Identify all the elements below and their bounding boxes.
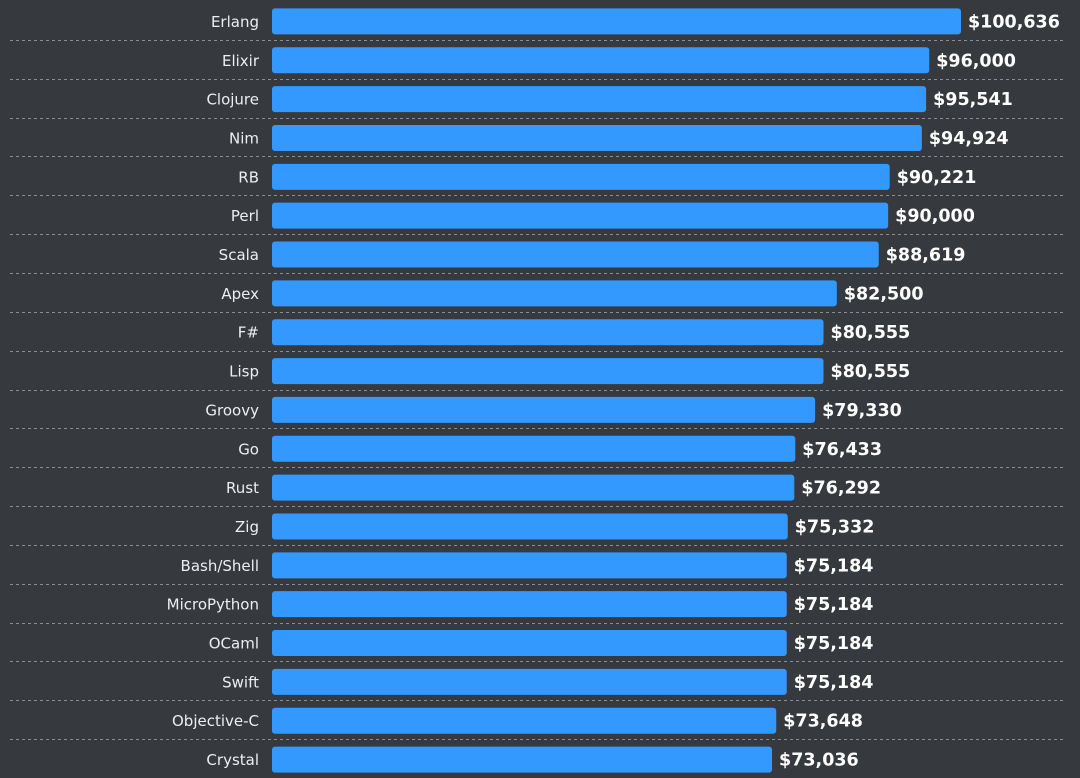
bar-bash-shell xyxy=(272,552,787,579)
value-label-perl: $90,000 xyxy=(895,207,975,227)
category-label-objective-c: Objective-C xyxy=(172,712,259,730)
value-label-nim: $94,924 xyxy=(929,129,1009,149)
category-label-f: F# xyxy=(238,324,259,342)
category-label-ocaml: OCaml xyxy=(209,635,259,653)
category-label-zig: Zig xyxy=(235,518,259,536)
bar-crystal xyxy=(272,746,773,773)
value-label-rb: $90,221 xyxy=(897,168,977,188)
value-label-crystal: $73,036 xyxy=(779,751,859,771)
value-label-rust: $76,292 xyxy=(801,479,881,499)
bar-scala xyxy=(272,241,879,268)
grid-lines xyxy=(10,40,1066,740)
value-label-zig: $75,332 xyxy=(795,517,875,537)
value-label-elixir: $96,000 xyxy=(936,51,1016,71)
bar-erlang xyxy=(272,8,961,35)
bar-perl xyxy=(272,202,889,229)
category-label-swift: Swift xyxy=(222,673,259,691)
value-label-objective-c: $73,648 xyxy=(783,712,863,732)
bar-f xyxy=(272,319,824,346)
category-label-apex: Apex xyxy=(221,285,259,303)
category-label-scala: Scala xyxy=(219,246,259,264)
category-labels: Erlang Elixir Clojure Nim RB Perl Scala Apex F# L… xyxy=(167,13,260,769)
bars xyxy=(272,8,961,773)
category-label-bash-shell: Bash/Shell xyxy=(181,557,259,575)
bar-objective-c xyxy=(272,707,777,734)
bar-apex xyxy=(272,280,837,307)
category-label-perl: Perl xyxy=(231,207,259,225)
value-label-go: $76,433 xyxy=(802,440,882,460)
value-label-swift: $75,184 xyxy=(794,673,874,693)
bar-lisp xyxy=(272,358,824,385)
bar-swift xyxy=(272,668,787,695)
category-label-groovy: Groovy xyxy=(205,401,259,419)
category-label-rb: RB xyxy=(238,168,259,186)
value-label-micropython: $75,184 xyxy=(794,595,874,615)
value-label-lisp: $80,555 xyxy=(831,362,911,382)
value-label-groovy: $79,330 xyxy=(822,401,902,421)
bar-go xyxy=(272,435,796,462)
category-label-micropython: MicroPython xyxy=(167,596,259,614)
bar-rust xyxy=(272,474,795,501)
value-label-apex: $82,500 xyxy=(844,284,924,304)
value-label-erlang: $100,636 xyxy=(968,12,1060,32)
value-label-scala: $88,619 xyxy=(886,246,966,266)
value-label-bash-shell: $75,184 xyxy=(794,556,874,576)
bar-groovy xyxy=(272,396,816,423)
bar-elixir xyxy=(272,47,930,74)
bar-micropython xyxy=(272,591,787,618)
category-label-rust: Rust xyxy=(226,479,259,497)
category-label-go: Go xyxy=(238,440,259,458)
bar-zig xyxy=(272,513,788,540)
category-label-crystal: Crystal xyxy=(206,751,259,769)
value-label-f: $80,555 xyxy=(831,323,911,343)
value-label-ocaml: $75,184 xyxy=(794,634,874,654)
bar-nim xyxy=(272,124,922,151)
value-labels: $100,636 $96,000 $95,541 $94,924 $90,221 $90,… xyxy=(779,12,1060,770)
bar-rb xyxy=(272,163,890,190)
bar-ocaml xyxy=(272,630,787,657)
category-label-clojure: Clojure xyxy=(206,91,259,109)
category-label-erlang: Erlang xyxy=(211,13,259,31)
bar-clojure xyxy=(272,86,927,113)
category-label-lisp: Lisp xyxy=(229,363,259,381)
category-label-nim: Nim xyxy=(229,129,259,147)
value-label-clojure: $95,541 xyxy=(933,90,1013,110)
category-label-elixir: Elixir xyxy=(222,52,260,70)
